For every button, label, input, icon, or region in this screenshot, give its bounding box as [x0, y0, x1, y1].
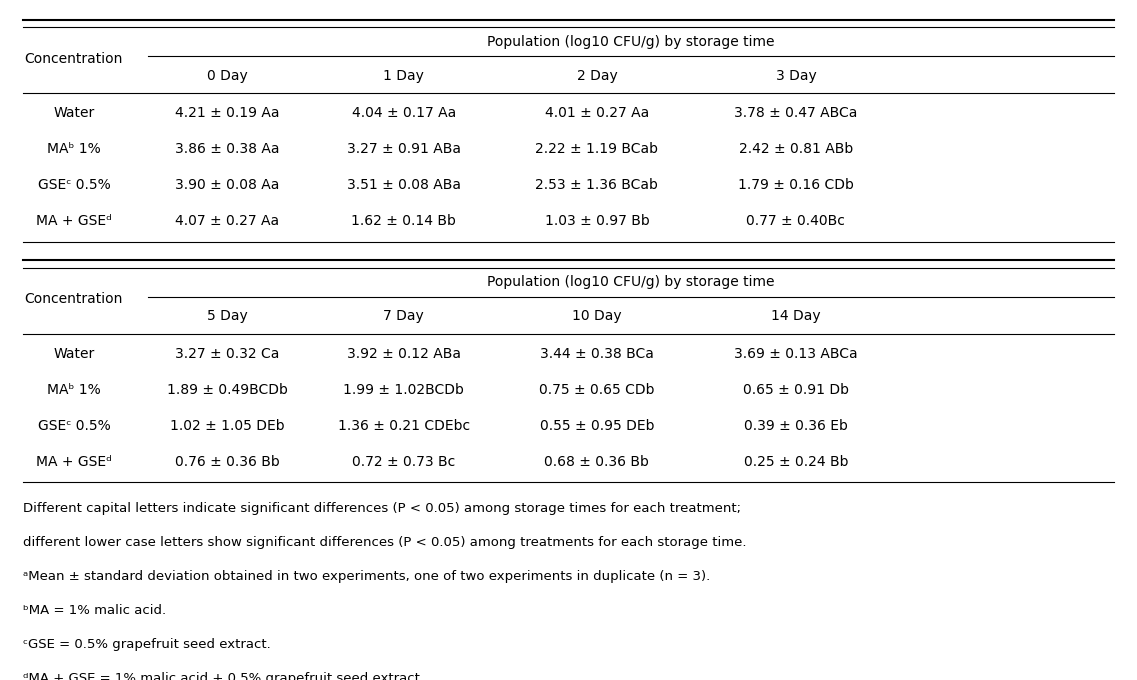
Text: 3.78 ± 0.47 ABCa: 3.78 ± 0.47 ABCa — [735, 106, 857, 120]
Text: 10 Day: 10 Day — [572, 309, 622, 324]
Text: 3.86 ± 0.38 Aa: 3.86 ± 0.38 Aa — [175, 142, 280, 156]
Text: ᵇMA = 1% malic acid.: ᵇMA = 1% malic acid. — [23, 604, 166, 617]
Text: MA + GSEᵈ: MA + GSEᵈ — [36, 214, 111, 228]
Text: 0.65 ± 0.91 Db: 0.65 ± 0.91 Db — [742, 383, 849, 396]
Text: 2.22 ± 1.19 BCab: 2.22 ± 1.19 BCab — [536, 142, 658, 156]
Text: 5 Day: 5 Day — [207, 309, 248, 324]
Text: Water: Water — [53, 347, 94, 361]
Text: Different capital letters indicate significant differences (P < 0.05) among stor: Different capital letters indicate signi… — [23, 502, 740, 515]
Text: 1.79 ± 0.16 CDb: 1.79 ± 0.16 CDb — [738, 178, 854, 192]
Text: 4.07 ± 0.27 Aa: 4.07 ± 0.27 Aa — [175, 214, 280, 228]
Text: 1.62 ± 0.14 Bb: 1.62 ± 0.14 Bb — [351, 214, 456, 228]
Text: 4.21 ± 0.19 Aa: 4.21 ± 0.19 Aa — [175, 106, 280, 120]
Text: 0.76 ± 0.36 Bb: 0.76 ± 0.36 Bb — [175, 455, 280, 469]
Text: Concentration: Concentration — [25, 52, 123, 66]
Text: GSEᶜ 0.5%: GSEᶜ 0.5% — [38, 178, 110, 192]
Text: 3.44 ± 0.38 BCa: 3.44 ± 0.38 BCa — [540, 347, 654, 361]
Text: 0.68 ± 0.36 Bb: 0.68 ± 0.36 Bb — [545, 455, 649, 469]
Text: 1.36 ± 0.21 CDEbc: 1.36 ± 0.21 CDEbc — [338, 419, 470, 432]
Text: 0.25 ± 0.24 Bb: 0.25 ± 0.24 Bb — [744, 455, 848, 469]
Text: 2 Day: 2 Day — [576, 69, 617, 83]
Text: ᶜGSE = 0.5% grapefruit seed extract.: ᶜGSE = 0.5% grapefruit seed extract. — [23, 638, 271, 651]
Text: 1 Day: 1 Day — [383, 69, 424, 83]
Text: 3.27 ± 0.32 Ca: 3.27 ± 0.32 Ca — [175, 347, 280, 361]
Text: 3.69 ± 0.13 ABCa: 3.69 ± 0.13 ABCa — [735, 347, 857, 361]
Text: 1.99 ± 1.02BCDb: 1.99 ± 1.02BCDb — [343, 383, 464, 396]
Text: MAᵇ 1%: MAᵇ 1% — [47, 383, 101, 396]
Text: Population (log10 CFU/g) by storage time: Population (log10 CFU/g) by storage time — [488, 35, 774, 49]
Text: 1.89 ± 0.49BCDb: 1.89 ± 0.49BCDb — [167, 383, 288, 396]
Text: 0.77 ± 0.40Bc: 0.77 ± 0.40Bc — [747, 214, 845, 228]
Text: ᵈMA + GSE = 1% malic acid + 0.5% grapefruit seed extract.: ᵈMA + GSE = 1% malic acid + 0.5% grapefr… — [23, 672, 424, 680]
Text: 7 Day: 7 Day — [383, 309, 424, 324]
Text: MA + GSEᵈ: MA + GSEᵈ — [36, 455, 111, 469]
Text: MAᵇ 1%: MAᵇ 1% — [47, 142, 101, 156]
Text: 2.42 ± 0.81 ABb: 2.42 ± 0.81 ABb — [739, 142, 853, 156]
Text: GSEᶜ 0.5%: GSEᶜ 0.5% — [38, 419, 110, 432]
Text: 0.39 ± 0.36 Eb: 0.39 ± 0.36 Eb — [744, 419, 848, 432]
Text: 3 Day: 3 Day — [775, 69, 816, 83]
Text: 0 Day: 0 Day — [207, 69, 248, 83]
Text: 0.72 ± 0.73 Bc: 0.72 ± 0.73 Bc — [352, 455, 455, 469]
Text: Water: Water — [53, 106, 94, 120]
Text: 3.51 ± 0.08 ABa: 3.51 ± 0.08 ABa — [347, 178, 460, 192]
Text: Population (log10 CFU/g) by storage time: Population (log10 CFU/g) by storage time — [488, 275, 774, 290]
Text: 1.03 ± 0.97 Bb: 1.03 ± 0.97 Bb — [545, 214, 649, 228]
Text: Concentration: Concentration — [25, 292, 123, 307]
Text: ᵃMean ± standard deviation obtained in two experiments, one of two experiments i: ᵃMean ± standard deviation obtained in t… — [23, 570, 709, 583]
Text: 4.01 ± 0.27 Aa: 4.01 ± 0.27 Aa — [545, 106, 649, 120]
Text: 1.02 ± 1.05 DEb: 1.02 ± 1.05 DEb — [171, 419, 284, 432]
Text: 2.53 ± 1.36 BCab: 2.53 ± 1.36 BCab — [536, 178, 658, 192]
Text: 3.92 ± 0.12 ABa: 3.92 ± 0.12 ABa — [347, 347, 460, 361]
Text: 14 Day: 14 Day — [771, 309, 821, 324]
Text: 4.04 ± 0.17 Aa: 4.04 ± 0.17 Aa — [351, 106, 456, 120]
Text: 0.75 ± 0.65 CDb: 0.75 ± 0.65 CDb — [539, 383, 655, 396]
Text: different lower case letters show significant differences (P < 0.05) among treat: different lower case letters show signif… — [23, 536, 746, 549]
Text: 3.90 ± 0.08 Aa: 3.90 ± 0.08 Aa — [175, 178, 280, 192]
Text: 3.27 ± 0.91 ABa: 3.27 ± 0.91 ABa — [347, 142, 460, 156]
Text: 0.55 ± 0.95 DEb: 0.55 ± 0.95 DEb — [540, 419, 654, 432]
